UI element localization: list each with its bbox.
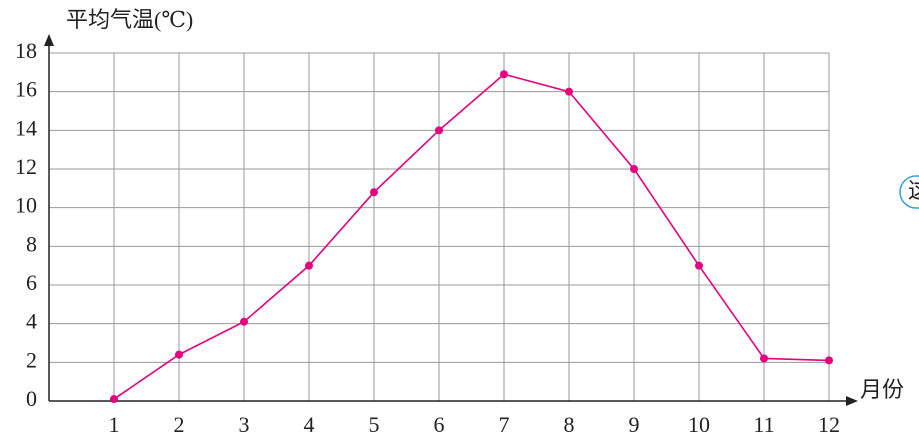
- y-tick-label: 18: [15, 38, 37, 63]
- point: [240, 317, 248, 326]
- x-axis-arrow: [846, 396, 858, 406]
- line: [113, 73, 830, 400]
- x-tick-label: 10: [688, 412, 710, 437]
- point: [760, 354, 768, 363]
- x-tick-label: 5: [369, 412, 380, 437]
- point: [175, 350, 183, 359]
- point: [110, 395, 118, 404]
- x-tick-label: 6: [434, 412, 445, 437]
- y-tick-label: 8: [26, 231, 37, 256]
- y-axis-arrow: [44, 34, 54, 46]
- y-tick-label: 16: [15, 77, 37, 102]
- y-tick-label: 4: [26, 309, 37, 334]
- x-axis-label: 月份: [860, 377, 904, 402]
- x-tick-label: 3: [239, 412, 250, 437]
- point: [435, 126, 443, 135]
- x-tick-label: 2: [174, 412, 185, 437]
- point: [370, 188, 378, 197]
- x-tick-label: 9: [629, 412, 640, 437]
- y-tick-label: 2: [26, 347, 37, 372]
- y-tick-label: 10: [15, 193, 37, 218]
- x-tick-label: 11: [753, 412, 774, 437]
- y-tick-label: 12: [15, 154, 37, 179]
- point: [305, 261, 313, 270]
- point: [500, 70, 508, 79]
- y-tick-label: 14: [15, 115, 37, 140]
- annotation: 这: [908, 178, 919, 203]
- badge: [899, 175, 919, 209]
- y-tick-label: 6: [26, 270, 37, 295]
- x-tick-label: 12: [818, 412, 840, 437]
- point: [825, 356, 833, 365]
- y-axis-label: 平均气温(℃): [66, 7, 193, 32]
- point: [565, 87, 573, 96]
- x-tick-label: 1: [109, 412, 120, 437]
- x-tick-label: 7: [499, 412, 510, 437]
- x-tick-label: 4: [304, 412, 315, 437]
- point: [695, 261, 703, 270]
- point: [630, 165, 638, 173]
- y-tick-label: 0: [26, 386, 37, 411]
- x-tick-label: 8: [564, 412, 575, 437]
